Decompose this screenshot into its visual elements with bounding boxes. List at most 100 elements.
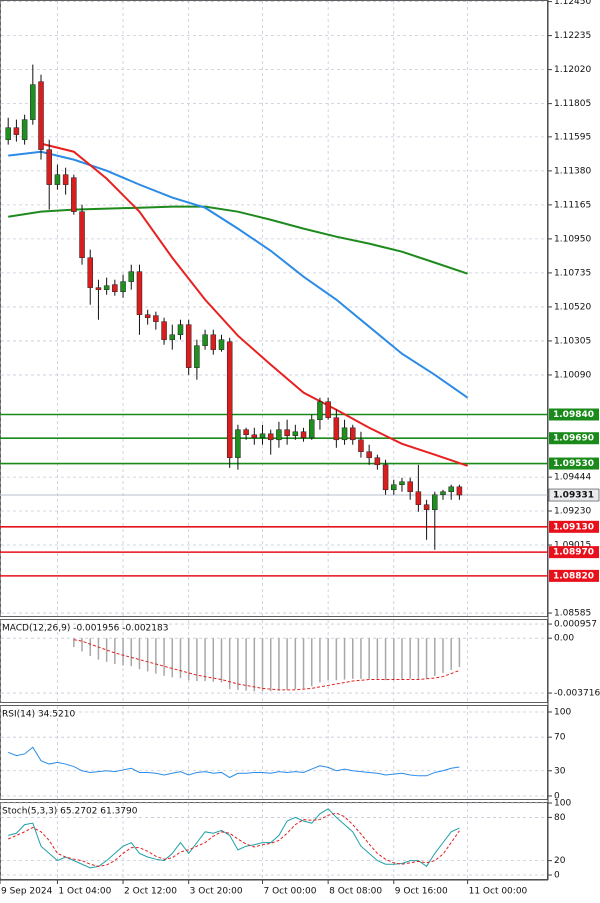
y-tick-label: 1.11380: [554, 166, 591, 176]
histogram-bar: [196, 638, 198, 682]
panel-frame: [0, 705, 548, 800]
histogram-bar: [179, 638, 182, 679]
candle-body: [185, 324, 192, 368]
x-tick-label: 7 Oct 00:00: [264, 887, 317, 897]
y-tick-label: 1.10520: [554, 302, 591, 312]
level-label-box: [549, 408, 599, 421]
candle-body: [38, 81, 44, 150]
histogram-bar: [237, 638, 239, 690]
candle-body: [112, 284, 118, 292]
y-tick-label: 1.12235: [554, 31, 591, 41]
level-label-box: [549, 457, 599, 470]
level-label-box: [549, 520, 599, 533]
histogram-bar: [245, 638, 247, 691]
candle-body: [144, 314, 151, 318]
candle-body: [5, 127, 11, 140]
candle-body: [292, 431, 299, 436]
histogram-bar: [122, 638, 124, 666]
y-tick-label: 1.10950: [554, 234, 591, 244]
candle-body: [399, 481, 405, 485]
candle-body: [259, 433, 266, 439]
histogram-bar: [286, 638, 288, 690]
histogram-bar: [310, 638, 313, 687]
histogram-bar: [228, 638, 231, 690]
histogram-bar: [319, 638, 321, 683]
candle-body: [210, 334, 217, 350]
histogram-bar: [302, 638, 305, 689]
y-tick-label: 80: [554, 813, 566, 823]
candle-body: [79, 211, 85, 258]
candle-body: [153, 315, 159, 322]
candle-body: [325, 401, 331, 418]
histogram-bar: [409, 638, 411, 679]
histogram-bar: [105, 638, 108, 662]
candle-body: [103, 285, 110, 290]
y-tick-label: 1.09444: [554, 473, 591, 483]
candle-body: [284, 429, 290, 436]
x-tick-label: 9 Oct 16:00: [395, 887, 448, 897]
histogram-bar: [130, 638, 133, 667]
candle-body: [407, 481, 413, 492]
candle-body: [341, 427, 348, 441]
candle-body: [415, 491, 422, 505]
candle-body: [391, 484, 397, 491]
candle-body: [333, 417, 340, 441]
current-price-label: 1.09331: [553, 491, 594, 501]
histogram-bar: [294, 638, 297, 690]
histogram-bar: [81, 638, 83, 652]
candle-body: [30, 84, 36, 120]
candle-body: [120, 281, 126, 292]
y-tick-label: 0: [554, 791, 560, 801]
candle-body: [235, 429, 241, 458]
level-label-box: [549, 432, 599, 445]
y-tick-label: 0: [554, 871, 560, 881]
y-tick-label: 1.12450: [554, 0, 591, 7]
histogram-bar: [352, 638, 354, 679]
indicator-line: [7, 812, 460, 867]
candle-body: [95, 287, 102, 290]
level-label: 1.09690: [553, 434, 594, 444]
x-tick-label: 8 Oct 08:00: [329, 887, 382, 897]
candle-body: [71, 177, 77, 212]
y-tick-label: 0.00: [554, 634, 574, 644]
y-tick-label: 100: [554, 707, 571, 717]
histogram-bar: [393, 638, 395, 681]
level-label: 1.08970: [553, 548, 594, 558]
y-tick-label: 1.09230: [554, 507, 591, 517]
candle-body: [202, 334, 208, 346]
candle-body: [358, 439, 364, 452]
histogram-bar: [278, 638, 280, 691]
candle-body: [46, 149, 52, 185]
candle-body: [62, 174, 69, 185]
histogram-bar: [458, 638, 461, 668]
indicator-line: [8, 808, 460, 869]
candle-body: [21, 119, 28, 140]
y-tick-label: 100: [554, 799, 571, 809]
level-label-box: [549, 546, 599, 559]
histogram-bar: [253, 638, 256, 692]
histogram-bar: [368, 638, 370, 679]
candle-body: [423, 504, 430, 510]
candle-body: [366, 451, 372, 458]
candle-body: [300, 431, 307, 439]
histogram-bar: [97, 638, 100, 660]
panel-title: Stoch(5,3,3) 65.2702 61.3790: [2, 807, 138, 817]
histogram-bar: [327, 638, 329, 681]
histogram-bar: [212, 638, 215, 682]
y-tick-label: 1.11595: [554, 132, 591, 142]
y-tick-label: -0.003716: [554, 689, 600, 699]
indicator-line: [8, 150, 469, 399]
x-tick-label: 1 Oct 04:00: [58, 887, 111, 897]
histogram-bar: [261, 638, 264, 692]
indicator-line: [40, 142, 468, 467]
candle-body: [218, 339, 225, 350]
histogram-bar: [89, 638, 91, 656]
x-tick-label: 2 Oct 12:00: [124, 887, 177, 897]
level-label: 1.09530: [553, 459, 594, 469]
candle-body: [440, 491, 446, 495]
y-tick-label: 1.08585: [554, 609, 591, 619]
candle-body: [194, 345, 200, 368]
y-tick-label: 30: [554, 766, 566, 776]
candle-body: [177, 324, 184, 336]
